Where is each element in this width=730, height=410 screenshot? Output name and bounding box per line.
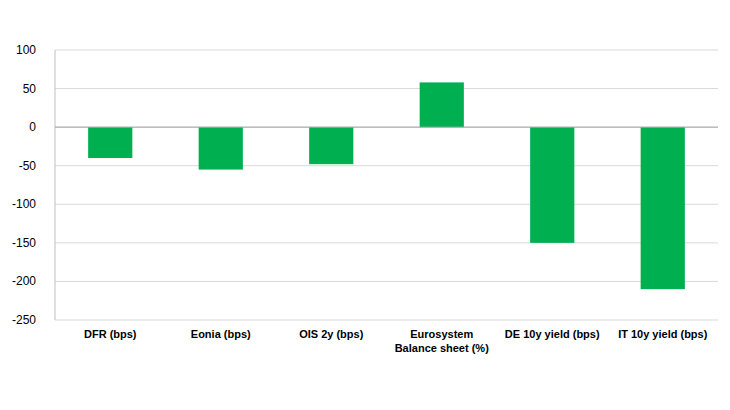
x-axis-line <box>55 127 718 128</box>
y-tick-label: -150 <box>12 236 36 250</box>
y-tick-label: 50 <box>23 82 37 96</box>
bar <box>88 127 132 158</box>
bar <box>309 127 353 164</box>
y-tick-label: 0 <box>29 120 36 134</box>
y-tick-label: 100 <box>16 43 36 57</box>
x-tick-label: Eurosystem Balance sheet (%) <box>395 328 489 354</box>
label-line: DE 10y yield (bps) <box>505 328 600 340</box>
x-tick-label: IT 10y yield (bps) <box>618 328 708 340</box>
label-line: IT 10y yield (bps) <box>618 328 708 340</box>
grid-line <box>55 50 718 51</box>
label-line: Eonia (bps) <box>191 328 251 340</box>
grid-line <box>55 242 718 243</box>
grid-line <box>55 165 718 166</box>
x-tick-label: OIS 2y (bps) <box>299 328 364 340</box>
bar <box>199 127 243 169</box>
x-tick-label: Eonia (bps) <box>191 328 251 340</box>
label-line: OIS 2y (bps) <box>299 328 364 340</box>
grid-line <box>55 204 718 205</box>
y-axis-line <box>55 50 56 320</box>
grid-line <box>55 88 718 89</box>
y-tick-label: -250 <box>12 313 36 327</box>
label-line: DFR (bps) <box>84 328 137 340</box>
chart: -250 -200 -150 -100 -50 0 50 100 DFR (bps) Eonia … <box>0 0 730 410</box>
y-tick-label: -100 <box>12 197 36 211</box>
bar <box>641 127 685 289</box>
bar <box>420 82 464 127</box>
label-line: Balance sheet (%) <box>395 342 489 354</box>
grid-line <box>55 127 718 128</box>
grid-line <box>55 320 718 321</box>
y-tick-label: -200 <box>12 274 36 288</box>
x-tick-label: DE 10y yield (bps) <box>505 328 600 340</box>
grid-line <box>55 281 718 282</box>
x-tick-label: DFR (bps) <box>84 328 137 340</box>
bar <box>530 127 574 243</box>
y-tick-label: -50 <box>19 159 37 173</box>
label-line: Eurosystem <box>410 328 473 340</box>
bars <box>88 82 685 289</box>
